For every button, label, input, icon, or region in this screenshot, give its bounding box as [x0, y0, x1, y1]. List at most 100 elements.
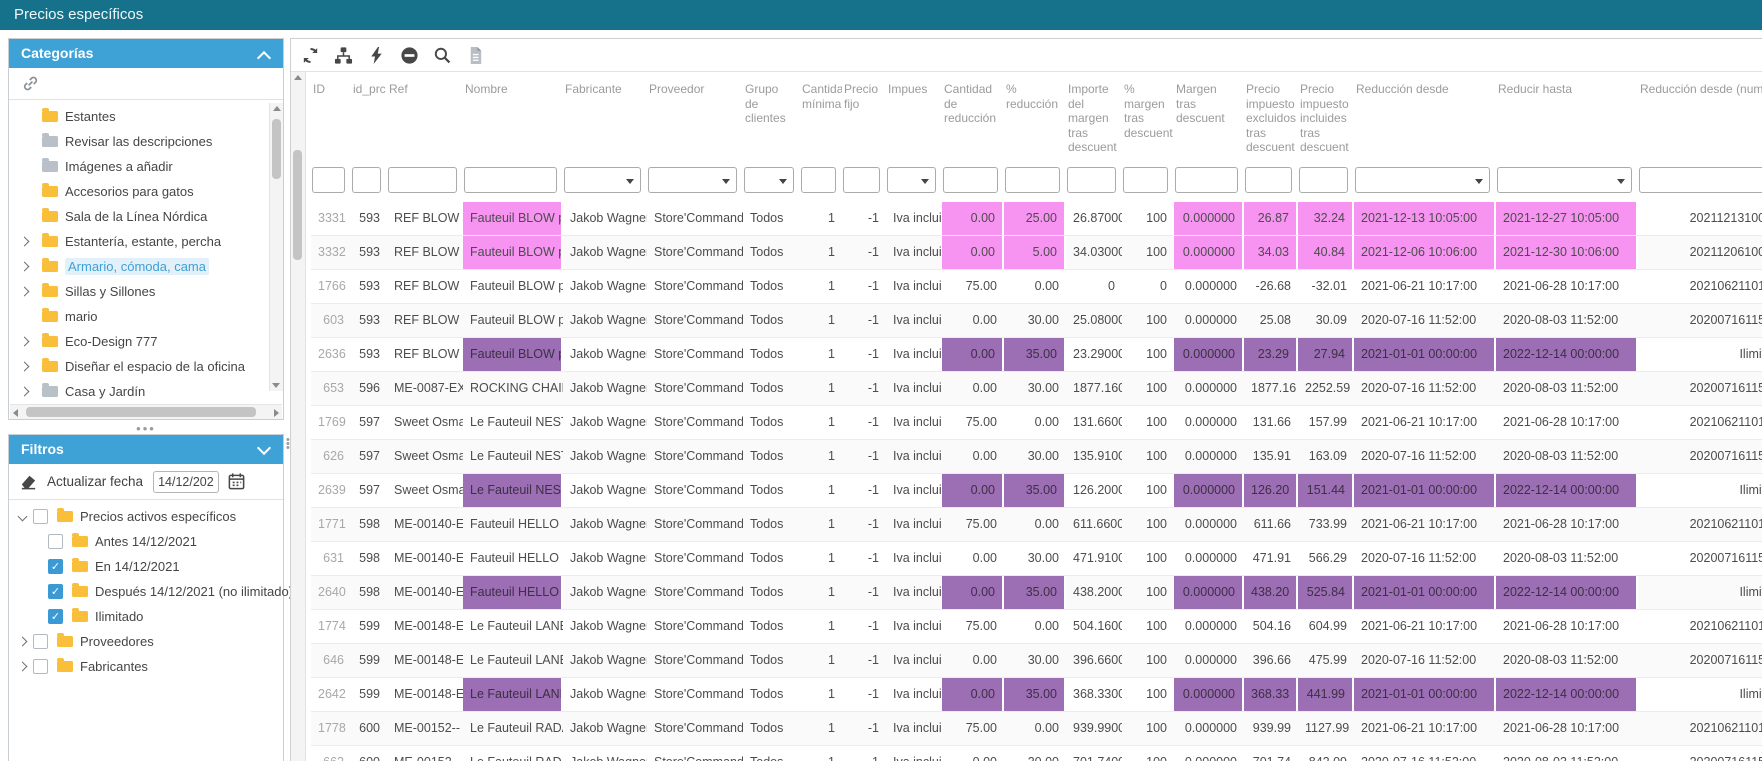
- table-row[interactable]: 646 599 ME-00148-E Le Fauteuil LANE Jakob Wa…: [311, 644, 1762, 678]
- filter-input[interactable]: [1005, 167, 1060, 193]
- scroll-down-icon[interactable]: [272, 383, 280, 388]
- column-header[interactable]: Fabricante: [565, 82, 622, 96]
- scroll-right-icon[interactable]: [274, 409, 279, 417]
- column-header[interactable]: Importe del margen tras descuent: [1068, 82, 1117, 154]
- column-header[interactable]: Impues: [888, 82, 928, 96]
- filter-item[interactable]: En 14/12/2021: [9, 554, 283, 579]
- category-item[interactable]: Sala de la Línea Nórdica: [9, 204, 283, 229]
- column-header[interactable]: % reducción: [1006, 82, 1059, 111]
- table-row[interactable]: 1778 600 ME-00152-- Le Fauteuil RADAL Jakob …: [311, 712, 1762, 746]
- filter-select[interactable]: [648, 167, 737, 193]
- refresh-icon[interactable]: [301, 46, 320, 65]
- filter-input[interactable]: [1299, 167, 1348, 193]
- category-item[interactable]: Eco-Design 777: [9, 329, 283, 354]
- scroll-up-icon[interactable]: [294, 75, 302, 80]
- filter-input[interactable]: [843, 167, 880, 193]
- filter-select[interactable]: [1355, 167, 1490, 193]
- checkbox[interactable]: [33, 634, 48, 649]
- category-item[interactable]: Diseñar el espacio de la oficina: [9, 354, 283, 379]
- filter-item[interactable]: Después 14/12/2021 (no ilimitado): [9, 579, 293, 604]
- column-header[interactable]: Cantida mínima: [802, 82, 842, 111]
- grid-vertical-scrollbar[interactable]: [291, 72, 306, 761]
- table-row[interactable]: 1769 597 Sweet Osman Le Fauteuil NEST Jakob …: [311, 406, 1762, 440]
- checkbox[interactable]: [33, 659, 48, 674]
- column-header[interactable]: Proveedor: [649, 82, 705, 96]
- sidebar-resize-handle[interactable]: • • •: [286, 434, 290, 454]
- categories-panel-header[interactable]: Categorías: [9, 39, 283, 68]
- category-item[interactable]: Revisar las descripciones: [9, 129, 283, 154]
- category-item[interactable]: Sillas y Sillones: [9, 279, 283, 304]
- table-row[interactable]: 1774 599 ME-00148-E Le Fauteuil LANE Jakob W…: [311, 610, 1762, 644]
- flash-icon[interactable]: [367, 46, 386, 65]
- column-header[interactable]: Ref: [389, 82, 408, 96]
- calendar-icon[interactable]: [227, 472, 246, 491]
- expand-chevron-icon[interactable]: [19, 261, 29, 272]
- filter-input[interactable]: [1639, 167, 1762, 193]
- table-row[interactable]: 603 593 REF BLOW Fauteuil BLOW pa Jakob Wagn…: [311, 304, 1762, 338]
- column-header[interactable]: ID: [313, 82, 325, 96]
- column-header[interactable]: Reducción desde (num): [1640, 82, 1762, 96]
- expand-chevron-icon[interactable]: [17, 636, 27, 647]
- column-header[interactable]: Reducción desde: [1356, 82, 1449, 96]
- expand-chevron-icon[interactable]: [19, 386, 29, 397]
- report-icon[interactable]: [466, 46, 485, 65]
- collapse-up-icon[interactable]: [256, 50, 272, 66]
- disable-icon[interactable]: [400, 46, 419, 65]
- table-row[interactable]: 631 598 ME-00140-E Fauteuil HELLO Jakob Wagn…: [311, 542, 1762, 576]
- expand-chevron-icon[interactable]: [19, 236, 29, 247]
- table-row[interactable]: 2640 598 ME-00140-E Fauteuil HELLO Jakob Wag…: [311, 576, 1762, 610]
- checkbox[interactable]: [48, 609, 63, 624]
- category-item[interactable]: Armario, cómoda, cama: [9, 254, 283, 279]
- filter-input[interactable]: [1123, 167, 1168, 193]
- filter-item[interactable]: Antes 14/12/2021: [9, 529, 283, 554]
- table-row[interactable]: 2639 597 Sweet OsmanLe Fauteuil NEST Jakob …: [311, 474, 1762, 508]
- filter-input[interactable]: [943, 167, 998, 193]
- filter-item[interactable]: Ilimitado: [9, 604, 283, 629]
- expand-chevron-icon[interactable]: [19, 336, 29, 347]
- eraser-icon[interactable]: [19, 472, 38, 491]
- link-icon[interactable]: [21, 74, 40, 93]
- filter-item[interactable]: Proveedores: [9, 629, 283, 654]
- category-horizontal-scrollbar[interactable]: [10, 404, 282, 419]
- date-input[interactable]: [153, 470, 220, 493]
- column-header[interactable]: % margen tras descuent: [1124, 82, 1173, 140]
- filter-item[interactable]: Precios activos específicos: [9, 504, 283, 529]
- filter-input[interactable]: [1245, 167, 1292, 193]
- column-header[interactable]: id_prc: [353, 82, 386, 96]
- expand-chevron-icon[interactable]: [17, 511, 27, 522]
- column-header[interactable]: Nombre: [465, 82, 508, 96]
- panel-resize-handle[interactable]: •••: [136, 421, 156, 436]
- table-row[interactable]: 1766 593 REF BLOW Fauteuil BLOW pa Jakob Wag…: [311, 270, 1762, 304]
- column-header[interactable]: Margen tras descuent: [1176, 82, 1225, 125]
- filter-input[interactable]: [352, 167, 381, 193]
- table-row[interactable]: 662600ME-00152--Le Fauteuil RADALJakob W…: [311, 746, 1762, 761]
- category-item[interactable]: Casa y Jardín: [9, 379, 283, 404]
- filter-item[interactable]: Fabricantes: [9, 654, 283, 679]
- category-item[interactable]: Accesorios para gatos: [9, 179, 283, 204]
- search-icon[interactable]: [433, 46, 452, 65]
- filter-input[interactable]: [464, 167, 557, 193]
- scroll-up-icon[interactable]: [272, 106, 281, 111]
- checkbox[interactable]: [33, 509, 48, 524]
- filter-select[interactable]: [744, 167, 794, 193]
- table-row[interactable]: 3331 593 REF BLOW Fauteuil BLOW pa Jakob Wag…: [311, 202, 1762, 236]
- filter-select[interactable]: [564, 167, 641, 193]
- expand-chevron-icon[interactable]: [19, 361, 29, 372]
- table-row[interactable]: 2642 599 ME-00148-E Le Fauteuil LANE Jakob W…: [311, 678, 1762, 712]
- category-item[interactable]: Imágenes a añadir: [9, 154, 283, 179]
- scroll-left-icon[interactable]: [13, 409, 18, 417]
- table-row[interactable]: 2636 593 REF BLOW Fauteuil BLOW pa Jakob Wag…: [311, 338, 1762, 372]
- expand-chevron-icon[interactable]: [19, 286, 29, 297]
- column-header[interactable]: Precio impuesto excluidos tras descuent: [1246, 82, 1297, 154]
- collapse-down-icon[interactable]: [256, 440, 272, 456]
- checkbox[interactable]: [48, 534, 63, 549]
- column-header[interactable]: Precio fijo: [844, 82, 879, 111]
- table-row[interactable]: 1771 598 ME-00140-E Fauteuil HELLO Jakob Wag…: [311, 508, 1762, 542]
- table-row[interactable]: 653 596 ME-0087-EX ROCKING CHAIR Jakob Wagne…: [311, 372, 1762, 406]
- checkbox[interactable]: [48, 584, 63, 599]
- filter-input[interactable]: [388, 167, 457, 193]
- category-item[interactable]: Estantes: [9, 104, 283, 129]
- filter-select[interactable]: [1497, 167, 1632, 193]
- category-item[interactable]: Estantería, estante, percha: [9, 229, 283, 254]
- category-vertical-scrollbar[interactable]: [269, 103, 283, 391]
